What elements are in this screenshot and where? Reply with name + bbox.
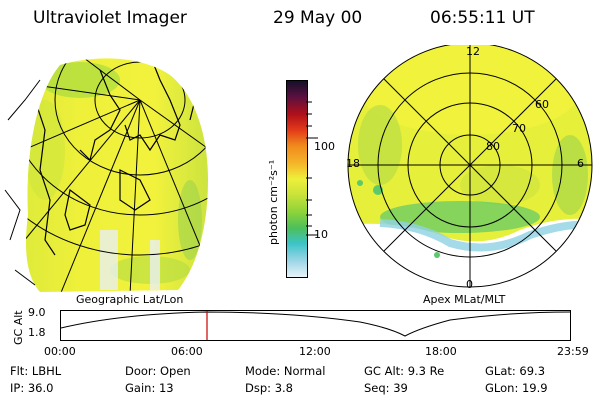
info-ip: IP: 36.0 [10,381,54,395]
colorbar-tick-100: 100 [314,140,335,153]
altitude-xtick-0000: 00:00 [44,345,76,358]
mlt-label-0: 0 [466,278,473,291]
geographic-image [4,58,208,292]
lat-label-80: 80 [486,140,500,153]
info-glon: GLon: 19.9 [485,381,548,395]
altitude-xtick-1800: 18:00 [425,345,457,358]
date-label: 29 May 00 [273,8,363,28]
altitude-plot [60,310,572,341]
altitude-xtick-0600: 06:00 [171,345,203,358]
altitude-xtick-2359: 23:59 [557,345,589,358]
colorbar-ticks [306,101,318,236]
mlt-label-18: 18 [346,157,360,170]
colorbar-unit-label: photon cm⁻²s⁻¹ [267,159,280,245]
polar-image [347,45,593,288]
info-flt: Flt: LBHL [10,364,62,378]
mlt-label-12: 12 [466,45,480,58]
info-gc-alt: GC Alt: 9.3 Re [364,364,445,378]
info-mode: Mode: Normal [245,364,326,378]
info-glat: GLat: 69.3 [485,364,546,378]
geographic-caption: Geographic Lat/Lon [76,293,184,306]
lat-label-70: 70 [512,122,526,135]
apex-caption: Apex MLat/MLT [423,293,506,306]
lat-label-60: 60 [535,98,549,111]
time-label: 06:55:11 UT [430,8,535,28]
info-dsp: Dsp: 3.8 [245,381,293,395]
altitude-xtick-1200: 12:00 [299,345,331,358]
altitude-ylabel: GC Alt [12,310,25,345]
info-seq: Seq: 39 [364,381,408,395]
info-door: Door: Open [125,364,191,378]
altitude-ytick-high: 9.0 [28,306,46,319]
mlt-label-6: 6 [577,157,584,170]
colorbar-tick-10: 10 [314,228,328,241]
colorbar [286,80,308,278]
instrument-title: Ultraviolet Imager [33,8,187,28]
info-gain: Gain: 13 [125,381,174,395]
altitude-ytick-low: 1.8 [28,326,46,339]
